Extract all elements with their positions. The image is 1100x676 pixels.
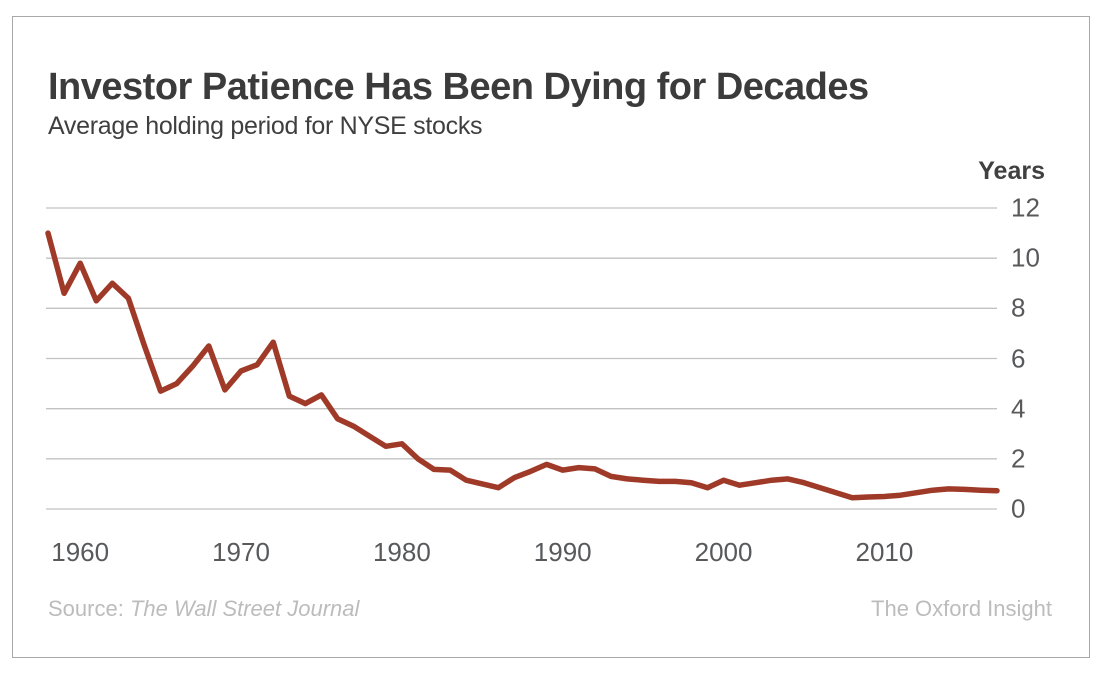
holding-period-line (45, 230, 1000, 501)
attribution: The Oxford Insight (871, 596, 1052, 621)
card-frame (12, 16, 1090, 658)
chart-title: Investor Patience Has Been Dying for Dec… (48, 66, 869, 108)
y-axis-unit-label: Years (978, 157, 1045, 185)
chart-subtitle: Average holding period for NYSE stocks (48, 112, 483, 140)
source-note: Source: The Wall Street Journal (48, 596, 359, 622)
source-prefix: Source: (48, 596, 130, 621)
source-name: The Wall Street Journal (129, 596, 360, 621)
gridlines (46, 207, 997, 510)
